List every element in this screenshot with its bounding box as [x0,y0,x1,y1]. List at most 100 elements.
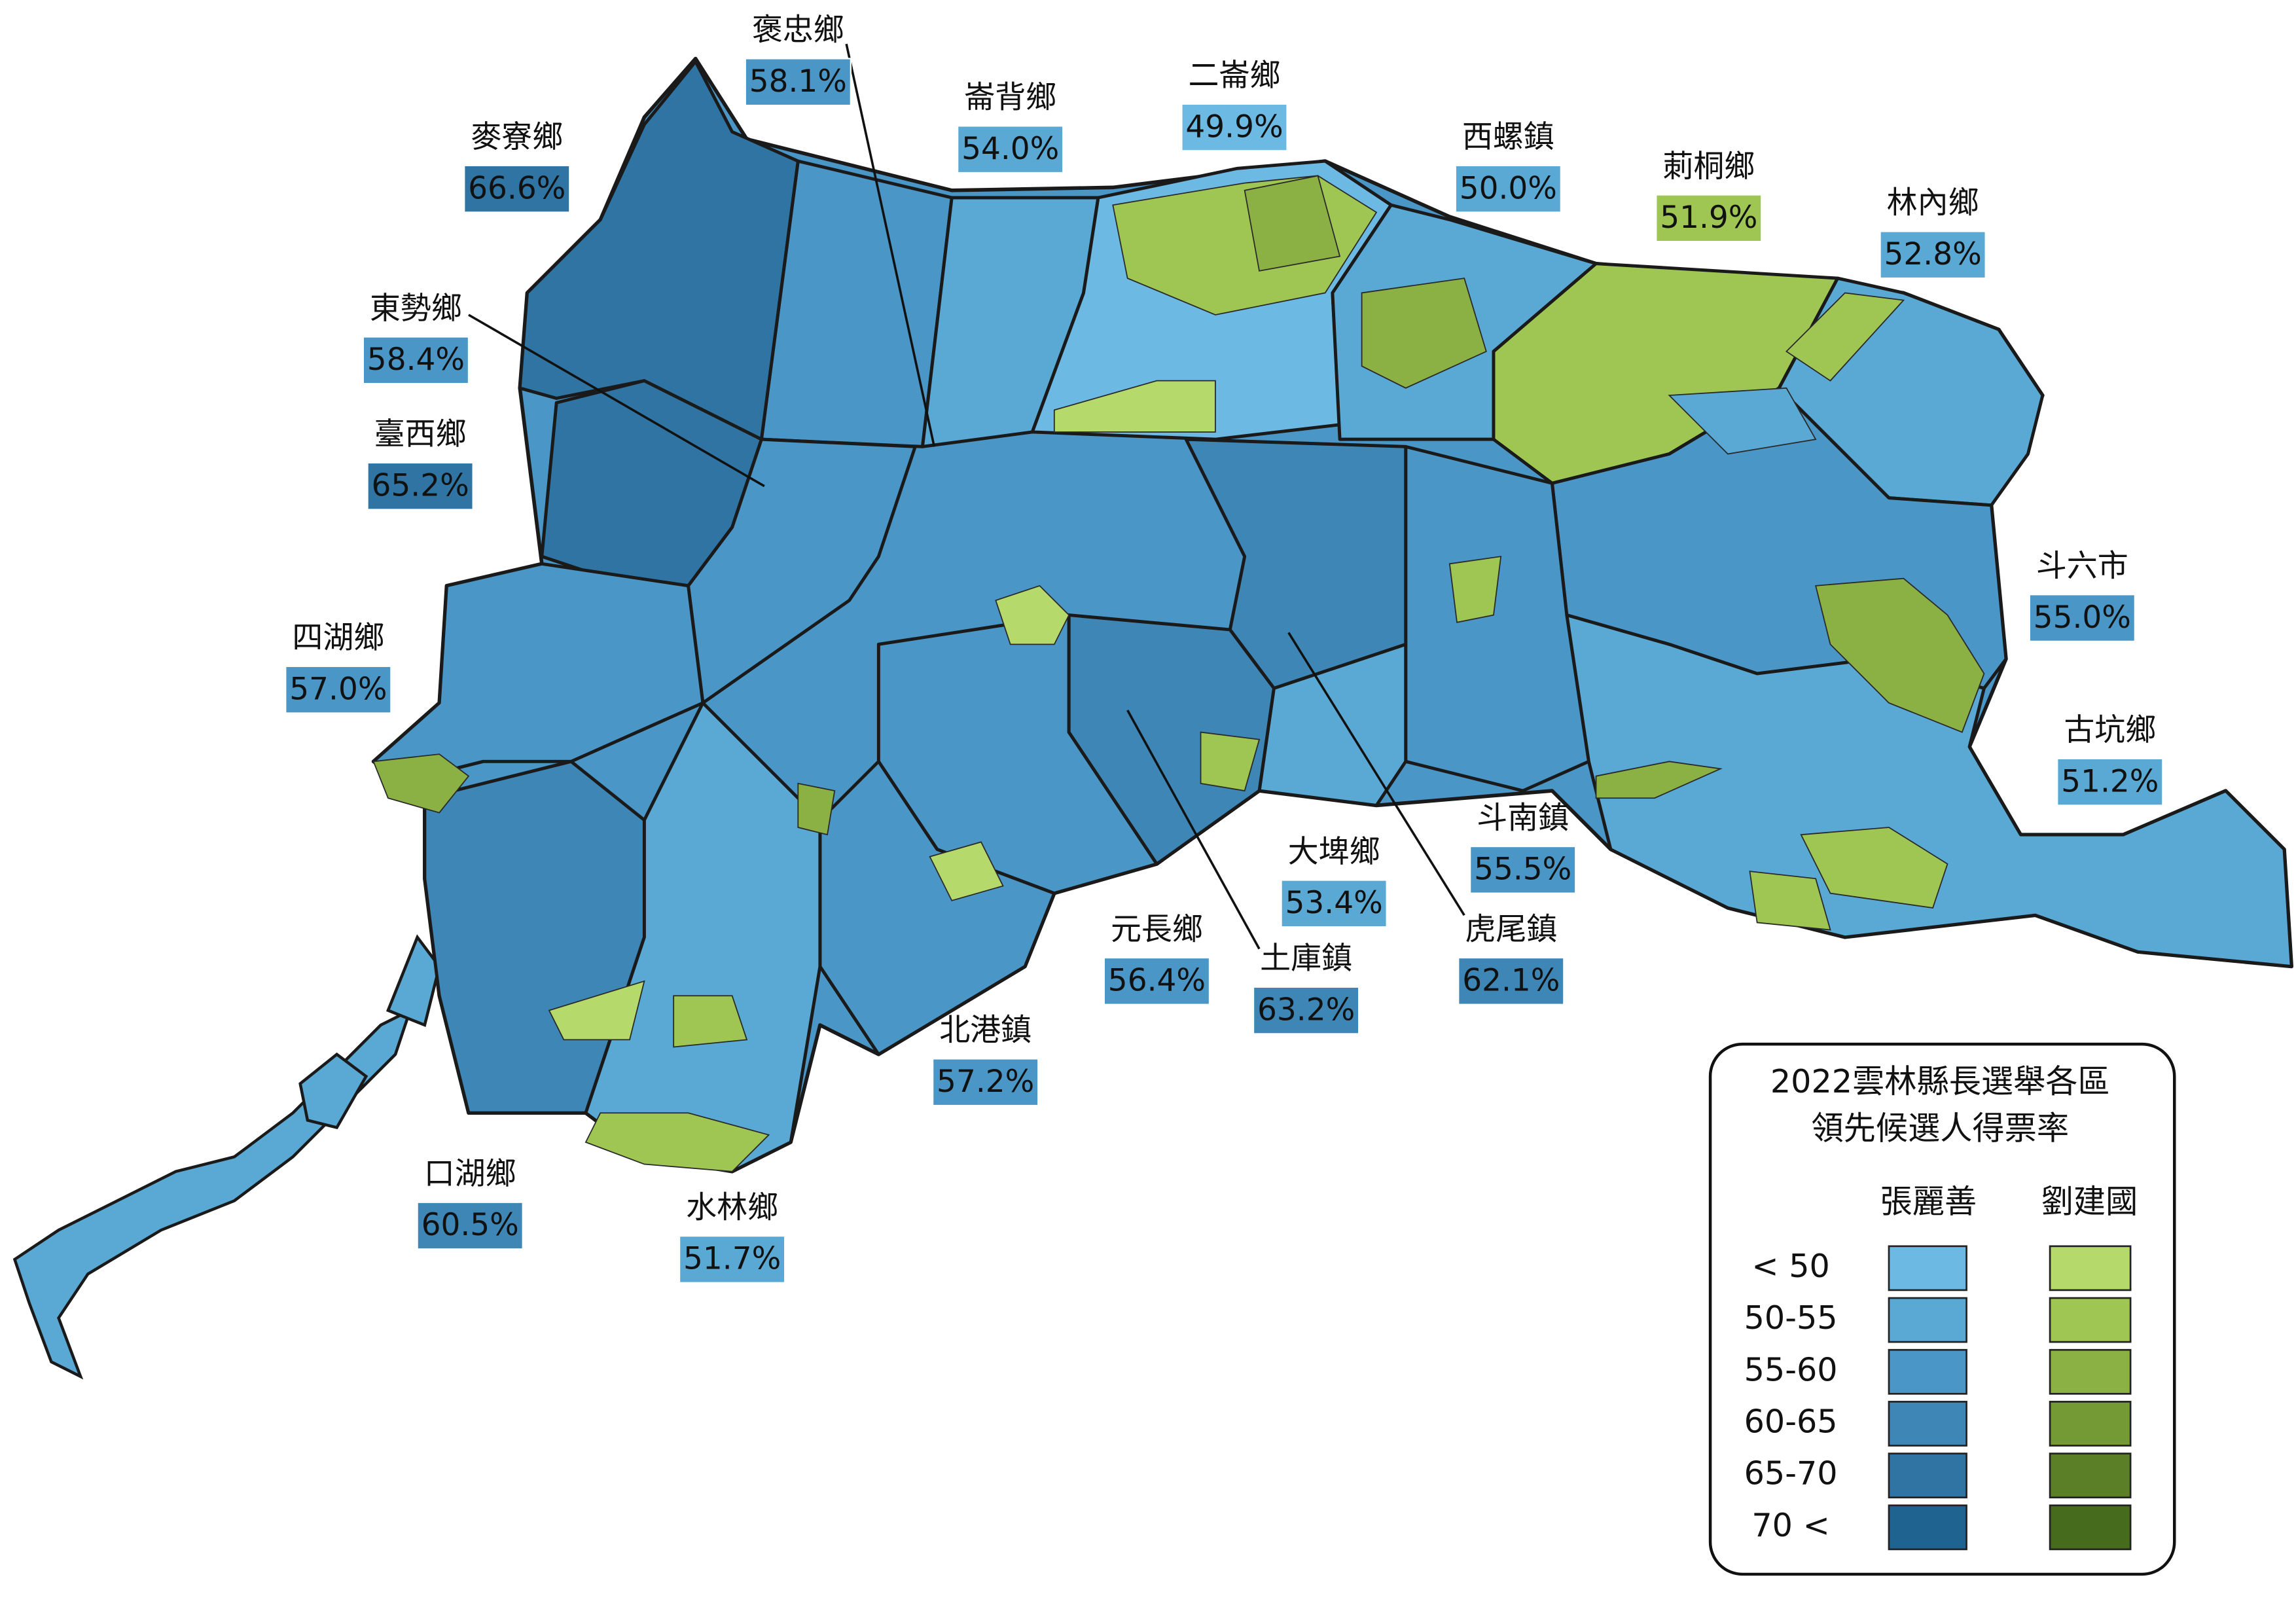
township-name: 水林鄉 [686,1189,778,1225]
value-label: 55.5% [1474,852,1571,888]
value-label: 57.2% [937,1064,1034,1100]
patch [548,980,645,1041]
legend-bin: 55-60 [1744,1350,1838,1388]
legend-title: 領先候選人得票率 [1811,1110,2069,1147]
value-box [1181,103,1288,152]
legend-swatch [2049,1401,2132,1447]
leader-line [1287,632,1465,916]
value-label: 50.0% [1460,170,1557,206]
patch [1749,871,1831,931]
patch [1200,731,1261,792]
township-area [1067,613,1276,866]
value-label: 51.9% [1660,200,1757,236]
township-name: 二崙鄉 [1189,58,1281,94]
legend-swatch [2049,1453,2132,1499]
patch [673,995,748,1048]
township-name: 虎尾鎮 [1465,911,1557,947]
value-box [416,1201,524,1250]
townships [372,60,2293,1174]
value-label: 60.5% [422,1207,519,1243]
legend-title: 2022雲林縣長選舉各區 [1770,1062,2110,1100]
township-area [372,562,705,778]
patch [1668,387,1817,455]
township-name: 古坑鄉 [2064,712,2156,748]
value-box [1879,230,1986,280]
value-label: 51.2% [2061,763,2159,799]
value-box [2056,757,2164,806]
legend-swatch [2049,1504,2132,1551]
value-box [957,125,1064,174]
legend-swatch [1888,1297,1967,1343]
value-box [1454,164,1562,213]
township-name: 四湖鄉 [292,620,384,656]
legend-bin: 65-70 [1744,1454,1838,1492]
patch [929,841,1004,901]
value-label: 66.6% [468,170,565,206]
islands [298,1052,368,1130]
value-box [2028,594,2136,642]
value-box [362,336,470,385]
township-name: 西螺鎮 [1462,119,1554,155]
patch [1785,292,1905,382]
value-box [744,58,852,107]
patch [1361,278,1487,389]
patch [1053,380,1216,433]
township-name: 東勢鄉 [370,291,462,327]
township-name: 北港鎮 [939,1013,1031,1049]
township-labels: 褒忠鄉 58.1% 崙背鄉 54.0% 二崙鄉 49.9% 西螺鎮 50.0% 莿桐鄉 51.9%… [285,12,2164,1284]
value-label: 49.9% [1185,109,1283,145]
value-label: 53.4% [1285,885,1383,921]
value-box [463,164,571,213]
value-label: 54.0% [961,131,1059,167]
township-area [518,60,800,441]
township-name: 大埤鄉 [1288,834,1380,870]
value-label: 51.7% [683,1241,781,1277]
township-area [818,759,1056,1056]
value-label: 58.1% [749,63,847,99]
legend-swatch [1888,1245,1967,1291]
value-box [1252,986,1360,1035]
value-label: 65.2% [372,467,469,503]
islands [386,934,441,1028]
legend: 2022雲林縣長選舉各區 領先候選人得票率 張麗善 劉建國 < 50 50-55 5… [1708,1042,2176,1576]
patch [1815,577,1985,733]
township-name: 口湖鄉 [424,1156,516,1192]
leader-lines [468,43,1465,950]
value-box [932,1058,1039,1107]
patch [584,1112,770,1172]
legend-swatch [1888,1401,1967,1447]
township-name: 元長鄉 [1111,911,1203,947]
value-box [1469,845,1577,894]
township-name: 林內鄉 [1887,185,1979,221]
value-label: 62.1% [1462,963,1560,999]
legend-bin: 70 < [1751,1506,1829,1544]
value-box [285,665,392,714]
township-name: 斗六市 [2036,549,2128,585]
township-name: 土庫鎮 [1260,941,1352,977]
legend-swatch [2049,1297,2132,1343]
leader-line [1126,710,1261,950]
patch [1448,556,1502,623]
patch [1800,827,1948,909]
legend-swatch [1888,1348,1967,1395]
legend-swatch [2049,1245,2132,1291]
legend-candidate: 劉建國 [2041,1182,2138,1220]
township-name: 莿桐鄉 [1662,149,1755,185]
patch [995,585,1070,645]
value-label: 63.2% [1257,992,1355,1028]
green-patches [372,175,1985,1172]
leader-line [845,43,936,447]
legend-bin: 50-55 [1744,1299,1838,1337]
patch [1595,761,1723,799]
township-name: 麥寮鄉 [471,119,563,155]
value-label: 55.0% [2034,600,2131,636]
value-box [1103,956,1211,1005]
value-label: 56.4% [1108,963,1206,999]
legend-bin: 60-65 [1744,1402,1838,1440]
value-label: 57.0% [289,671,387,707]
township-name: 褒忠鄉 [752,12,844,48]
value-box [1655,194,1763,243]
legend-swatch [1888,1504,1967,1551]
patch [372,753,470,814]
